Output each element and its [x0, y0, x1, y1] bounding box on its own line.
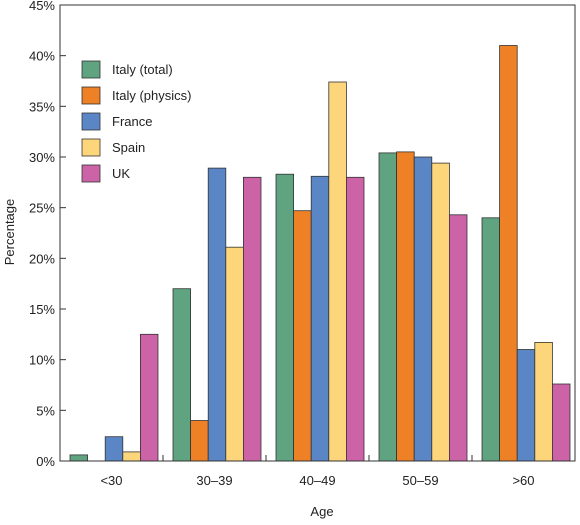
- bar-series-0-cat-2: [275, 173, 295, 462]
- bar-series-2-cat-3: [413, 156, 433, 462]
- bar-series-2-cat-0: [104, 436, 124, 462]
- legend-swatch: [81, 86, 101, 105]
- bar-series-4-cat-1: [242, 176, 262, 462]
- legend-swatch: [81, 60, 101, 79]
- legend-label: Spain: [112, 140, 145, 155]
- bar-series-2-cat-1: [207, 167, 227, 462]
- legend-swatch: [81, 164, 101, 183]
- legend-label: Italy (physics): [112, 88, 191, 103]
- y-tick-label: 35%: [29, 99, 55, 114]
- bar-series-4-cat-2: [345, 176, 365, 462]
- bar-series-0-cat-4: [481, 217, 501, 462]
- bar-series-3-cat-3: [431, 162, 450, 462]
- bar-series-0-cat-3: [378, 152, 398, 462]
- legend-label: Italy (total): [112, 62, 173, 77]
- y-tick-label: 25%: [29, 201, 55, 216]
- x-tick-label: 40–49: [299, 473, 335, 488]
- legend-swatch: [81, 112, 101, 131]
- x-tick-label: >60: [512, 473, 534, 488]
- y-tick-label: 0%: [36, 454, 55, 469]
- y-tick-label: 10%: [29, 353, 55, 368]
- bar-series-3-cat-1: [225, 246, 244, 462]
- bar-series-1-cat-1: [190, 420, 209, 462]
- bar-series-0-cat-1: [172, 288, 192, 462]
- plot-frame: [59, 4, 576, 462]
- bar-series-0-cat-0: [69, 454, 89, 462]
- bar-series-1-cat-4: [499, 45, 518, 462]
- y-axis-label: Percentage: [2, 199, 17, 266]
- x-axis-label: Age: [310, 504, 333, 519]
- y-tick-label: 5%: [36, 403, 55, 418]
- x-tick-label: 30–39: [196, 473, 232, 488]
- y-tick-label: 20%: [29, 251, 55, 266]
- legend-swatch: [81, 138, 101, 157]
- bar-series-4-cat-0: [139, 333, 159, 462]
- bar-series-3-cat-4: [534, 341, 553, 462]
- y-tick-label: 45%: [29, 0, 55, 13]
- x-tick-label: <30: [100, 473, 122, 488]
- bar-series-4-cat-3: [448, 214, 468, 462]
- bar-series-3-cat-0: [122, 451, 141, 462]
- y-tick-label: 15%: [29, 302, 55, 317]
- bar-series-2-cat-4: [516, 349, 536, 462]
- legend: Italy (total) Italy (physics) France Spain U…: [81, 60, 191, 183]
- legend-label: France: [112, 114, 152, 129]
- legend-label: UK: [112, 166, 130, 181]
- bar-series-1-cat-2: [293, 210, 312, 462]
- y-tick-label: 30%: [29, 150, 55, 165]
- bars-layer: [69, 45, 571, 462]
- ticks-layer: 0% 5% 10% 15% 20% 25% 30% 35% 40% 45% <30 30–39 40–4…: [29, 0, 535, 488]
- bar-series-4-cat-4: [552, 383, 571, 462]
- y-tick-label: 40%: [29, 49, 55, 64]
- bar-series-3-cat-2: [328, 81, 347, 462]
- bar-series-2-cat-2: [310, 175, 330, 462]
- x-tick-label: 50–59: [402, 473, 438, 488]
- bar-series-1-cat-3: [396, 151, 415, 462]
